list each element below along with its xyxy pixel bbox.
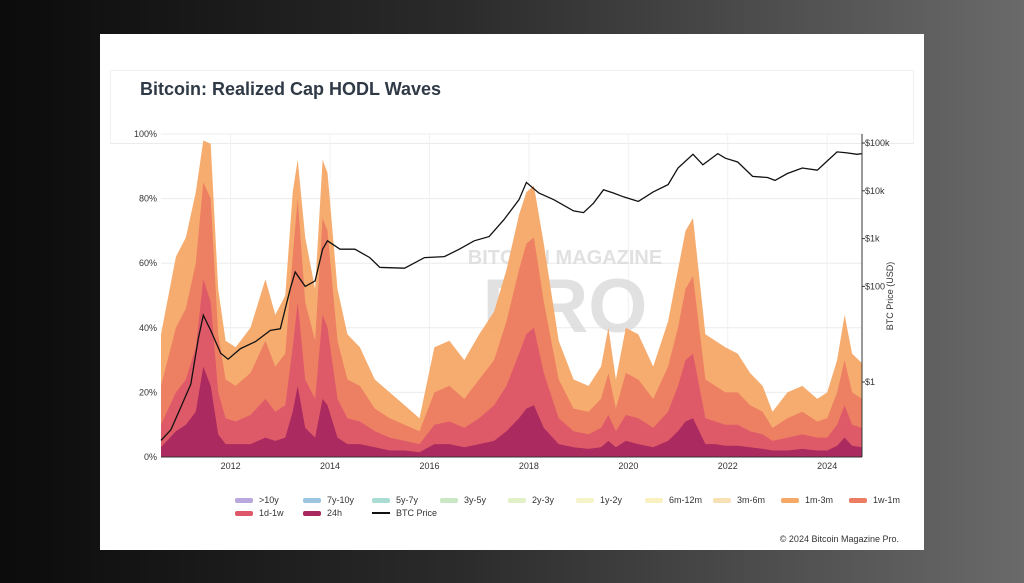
legend-item[interactable]: 5y-7y: [372, 495, 418, 505]
series-area-24h: [161, 366, 862, 457]
legend-swatch: [372, 512, 390, 514]
legend-item[interactable]: 1m-3m: [781, 495, 833, 505]
legend-swatch: [713, 497, 731, 503]
legend-item[interactable]: 1y-2y: [576, 495, 622, 505]
y-tick-label: 40%: [139, 323, 157, 333]
btc-price-line: [160, 151, 863, 441]
legend-label: 1y-2y: [600, 495, 623, 505]
legend-label: 3y-5y: [464, 495, 487, 505]
legend-swatch: [372, 497, 390, 503]
x-tick-label: 2016: [419, 461, 439, 471]
x-tick-label: 2022: [718, 461, 738, 471]
chart-card: Bitcoin: Realized Cap HODL Waves BITCOIN…: [100, 34, 924, 550]
axes: 0% 20% 40% 60% 80% 100% 2012 2014 2016 2018 2020 20…: [134, 129, 895, 471]
x-tick-label: 2020: [618, 461, 638, 471]
legend-swatch: [235, 497, 253, 503]
legend-label: 6m-12m: [669, 495, 703, 505]
legend-item[interactable]: 1d-1w: [235, 508, 284, 518]
legend-swatch: [235, 510, 253, 516]
legend-item[interactable]: 1w-1m: [849, 495, 900, 505]
y-tick-label: 20%: [139, 387, 157, 397]
legend-label: 24h: [327, 508, 343, 518]
y2-axis-title: BTC Price (USD): [885, 262, 895, 331]
chart-title: Bitcoin: Realized Cap HODL Waves: [140, 79, 442, 99]
legend-label: 5y-7y: [396, 495, 419, 505]
x-tick-label: 2014: [320, 461, 340, 471]
legend-label: 7y-10y: [327, 495, 355, 505]
legend-item[interactable]: 7y-10y: [303, 495, 354, 505]
y2-tick-label: $100: [865, 281, 885, 291]
legend-label: 2y-3y: [532, 495, 555, 505]
y2-tick-label: $1: [865, 377, 875, 387]
legend-swatch: [849, 497, 867, 503]
legend-item[interactable]: 6m-12m: [645, 495, 702, 505]
chart-area: BITCOIN MAGAZINE PRO 0% 20% 40% 60% 80% 100% 20…: [100, 34, 924, 550]
x-tick-label: 2012: [221, 461, 241, 471]
legend-swatch: [781, 497, 799, 503]
x-tick-label: 2024: [817, 461, 837, 471]
y-tick-label: 60%: [139, 258, 157, 268]
legend-label: 1d-1w: [259, 508, 284, 518]
x-tick-label: 2018: [519, 461, 539, 471]
legend-item[interactable]: BTC Price: [372, 508, 437, 518]
y-tick-label: 100%: [134, 129, 157, 139]
legend-swatch: [303, 510, 321, 516]
legend-item[interactable]: 3y-5y: [440, 495, 486, 505]
copyright-text: © 2024 Bitcoin Magazine Pro.: [779, 534, 899, 544]
legend-swatch: [440, 497, 458, 503]
legend-item[interactable]: 2y-3y: [508, 495, 554, 505]
legend-swatch: [645, 497, 663, 503]
legend-label: 3m-6m: [737, 495, 766, 505]
legend-item[interactable]: >10y: [235, 495, 279, 505]
legend-label: BTC Price: [396, 508, 438, 518]
y2-tick-label: $10k: [865, 186, 885, 196]
legend-swatch: [576, 497, 594, 503]
y-tick-label: 80%: [139, 194, 157, 204]
y2-tick-label: $1k: [865, 234, 880, 244]
series-area-1d-1w: [161, 279, 862, 457]
legend-label: >10y: [259, 495, 279, 505]
legend-swatch: [303, 497, 321, 503]
chart-header: [110, 70, 914, 144]
legend-label: 1w-1m: [873, 495, 901, 505]
series-layer: [160, 140, 863, 457]
legend-label: 1m-3m: [805, 495, 834, 505]
y-tick-label: 0%: [144, 452, 157, 462]
y2-tick-label: $100k: [865, 138, 890, 148]
legend-item[interactable]: 3m-6m: [713, 495, 765, 505]
legend-swatch: [508, 497, 526, 503]
legend-item[interactable]: 24h: [303, 508, 342, 518]
